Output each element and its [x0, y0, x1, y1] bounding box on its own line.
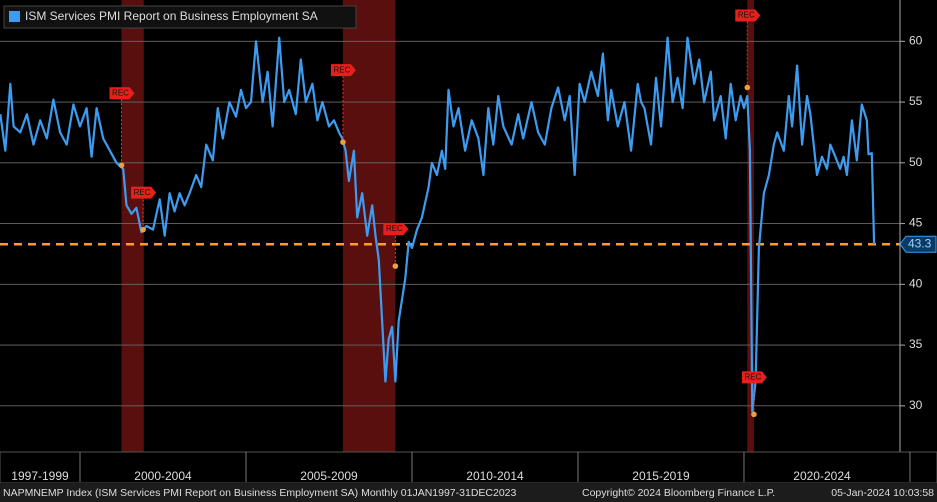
- rec-flag: [109, 87, 135, 100]
- rec-label: REC: [738, 11, 755, 20]
- x-tick-label: 2010-2014: [466, 469, 524, 483]
- y-tick-label: 55: [909, 94, 923, 108]
- x-tick-label: 2005-2009: [300, 469, 358, 483]
- rec-flag: [735, 9, 761, 22]
- recession-band: [121, 0, 144, 452]
- footer-left: NAPMNEMP Index (ISM Services PMI Report …: [3, 487, 517, 499]
- y-tick-label: 40: [909, 276, 923, 290]
- x-tick-label: 2020-2024: [793, 469, 851, 483]
- y-tick-label: 45: [909, 216, 923, 230]
- rec-flag: [741, 371, 767, 384]
- y-tick-label: 60: [909, 33, 923, 47]
- legend-box: [3, 5, 357, 29]
- rec-flag: [330, 64, 356, 77]
- last-value-tag: [899, 235, 937, 253]
- rec-flag: [131, 186, 157, 199]
- y-tick-label: 50: [909, 155, 923, 169]
- footer-right: 05-Jan-2024 10:03:58: [831, 487, 934, 499]
- recession-point: [140, 226, 146, 233]
- recession-point: [744, 84, 751, 91]
- footer: [0, 483, 937, 502]
- x-tick-label: 1997-1999: [11, 469, 69, 483]
- x-tick-label: 2015-2019: [632, 469, 690, 483]
- rec-label: REC: [134, 188, 151, 197]
- y-tick-label: 30: [909, 398, 923, 412]
- legend-swatch: [9, 11, 20, 22]
- rec-label: REC: [112, 88, 129, 97]
- rec-label: REC: [744, 372, 761, 381]
- recession-point: [118, 162, 125, 169]
- recession-point: [340, 139, 346, 145]
- legend-label: ISM Services PMI Report on Business Empl…: [25, 9, 318, 23]
- plot: 30 35 40 45 50 55 60 REC REC REC REC REC REC: [0, 0, 923, 452]
- recession-point: [751, 411, 757, 418]
- series-line: [0, 36, 876, 413]
- y-tick-label: 35: [909, 337, 923, 351]
- rec-label: REC: [386, 224, 403, 233]
- last-value-label: 43.3: [908, 236, 932, 250]
- rec-flag: [383, 223, 409, 236]
- x-tick-label: 2000-2004: [134, 469, 192, 483]
- rec-label: REC: [333, 65, 350, 74]
- footer-mid: Copyright© 2024 Bloomberg Finance L.P.: [582, 487, 775, 499]
- recession-point: [392, 263, 399, 269]
